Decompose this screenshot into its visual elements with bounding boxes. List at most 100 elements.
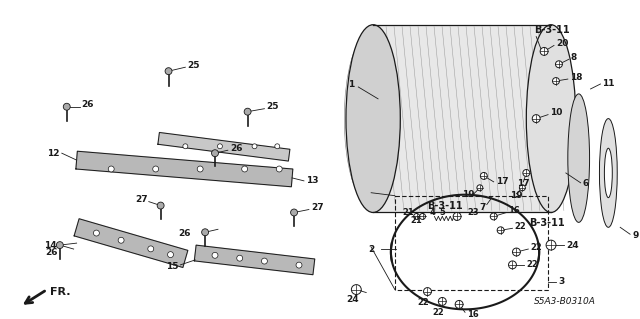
Text: 1: 1 xyxy=(348,80,355,90)
Text: 3: 3 xyxy=(558,277,564,286)
Circle shape xyxy=(438,298,446,305)
Text: 19: 19 xyxy=(462,190,475,199)
Text: 2: 2 xyxy=(368,245,374,254)
Ellipse shape xyxy=(346,25,400,212)
Circle shape xyxy=(148,246,154,252)
Circle shape xyxy=(242,166,248,172)
Circle shape xyxy=(108,166,114,172)
Circle shape xyxy=(513,248,520,256)
Circle shape xyxy=(424,288,431,295)
Ellipse shape xyxy=(526,25,576,212)
Text: 18: 18 xyxy=(570,73,582,82)
Circle shape xyxy=(275,144,280,149)
Circle shape xyxy=(252,144,257,149)
Text: 22: 22 xyxy=(531,242,542,252)
Text: 26: 26 xyxy=(179,229,191,238)
Ellipse shape xyxy=(604,148,612,198)
Circle shape xyxy=(291,209,298,216)
Circle shape xyxy=(244,108,251,115)
Text: 17: 17 xyxy=(495,177,508,186)
Circle shape xyxy=(546,240,556,250)
Circle shape xyxy=(237,255,243,261)
Circle shape xyxy=(183,144,188,149)
Ellipse shape xyxy=(568,94,589,222)
Circle shape xyxy=(197,166,203,172)
Circle shape xyxy=(93,230,99,236)
Circle shape xyxy=(420,213,426,219)
Circle shape xyxy=(490,213,497,220)
Circle shape xyxy=(481,173,487,179)
Text: S5A3-B0310A: S5A3-B0310A xyxy=(534,297,595,306)
Circle shape xyxy=(276,166,282,172)
Circle shape xyxy=(453,212,461,220)
Bar xyxy=(395,196,548,290)
Circle shape xyxy=(157,202,164,209)
Text: 26: 26 xyxy=(45,248,58,256)
Text: 5: 5 xyxy=(439,208,445,217)
Text: 11: 11 xyxy=(602,78,615,87)
Text: 27: 27 xyxy=(311,203,323,212)
Text: B-3-11: B-3-11 xyxy=(428,201,463,211)
Text: 26: 26 xyxy=(81,100,94,109)
Polygon shape xyxy=(373,25,551,212)
Text: 17: 17 xyxy=(517,179,530,188)
Circle shape xyxy=(202,229,209,236)
Text: 9: 9 xyxy=(632,231,639,240)
Circle shape xyxy=(212,252,218,258)
Text: 22: 22 xyxy=(417,298,429,307)
Circle shape xyxy=(556,61,563,68)
Text: 23: 23 xyxy=(467,208,479,217)
Text: 19: 19 xyxy=(511,191,523,200)
Text: 26: 26 xyxy=(230,144,243,153)
Text: 22: 22 xyxy=(526,260,538,269)
Text: 12: 12 xyxy=(47,149,60,158)
Circle shape xyxy=(497,227,504,234)
Text: 21: 21 xyxy=(403,208,415,217)
Circle shape xyxy=(63,103,70,110)
Text: 22: 22 xyxy=(515,222,526,231)
Polygon shape xyxy=(195,245,315,275)
Circle shape xyxy=(520,185,525,191)
Circle shape xyxy=(56,241,63,249)
Circle shape xyxy=(262,258,268,264)
Text: 10: 10 xyxy=(550,108,563,117)
Text: B-3-11: B-3-11 xyxy=(534,25,570,35)
Text: 4: 4 xyxy=(429,208,435,217)
Circle shape xyxy=(218,144,223,149)
Circle shape xyxy=(168,252,173,257)
Text: 14: 14 xyxy=(44,241,57,249)
Circle shape xyxy=(455,300,463,308)
Text: 16: 16 xyxy=(509,206,520,215)
Text: 20: 20 xyxy=(556,39,568,48)
Circle shape xyxy=(212,150,218,157)
Circle shape xyxy=(296,262,302,268)
Circle shape xyxy=(523,169,530,176)
Text: FR.: FR. xyxy=(50,286,70,297)
Circle shape xyxy=(477,185,483,191)
Text: B-3-11: B-3-11 xyxy=(529,219,565,228)
Polygon shape xyxy=(76,151,293,187)
Text: 24: 24 xyxy=(566,241,579,249)
Circle shape xyxy=(509,261,516,269)
Text: 13: 13 xyxy=(306,176,319,185)
Circle shape xyxy=(552,78,559,85)
Circle shape xyxy=(153,166,159,172)
Text: 21: 21 xyxy=(411,216,422,225)
Circle shape xyxy=(118,237,124,243)
Circle shape xyxy=(540,48,548,55)
Text: 27: 27 xyxy=(135,195,148,204)
Text: 25: 25 xyxy=(188,61,200,70)
Polygon shape xyxy=(158,132,290,161)
Circle shape xyxy=(532,115,540,122)
Polygon shape xyxy=(74,219,188,267)
Text: 16: 16 xyxy=(467,310,479,319)
Text: 7: 7 xyxy=(480,203,486,212)
Text: 24: 24 xyxy=(346,295,359,304)
Text: 6: 6 xyxy=(582,179,589,188)
Text: 25: 25 xyxy=(266,102,279,111)
Circle shape xyxy=(413,213,420,219)
Circle shape xyxy=(165,68,172,75)
Text: 8: 8 xyxy=(571,53,577,62)
Ellipse shape xyxy=(600,119,617,227)
Circle shape xyxy=(351,285,361,294)
